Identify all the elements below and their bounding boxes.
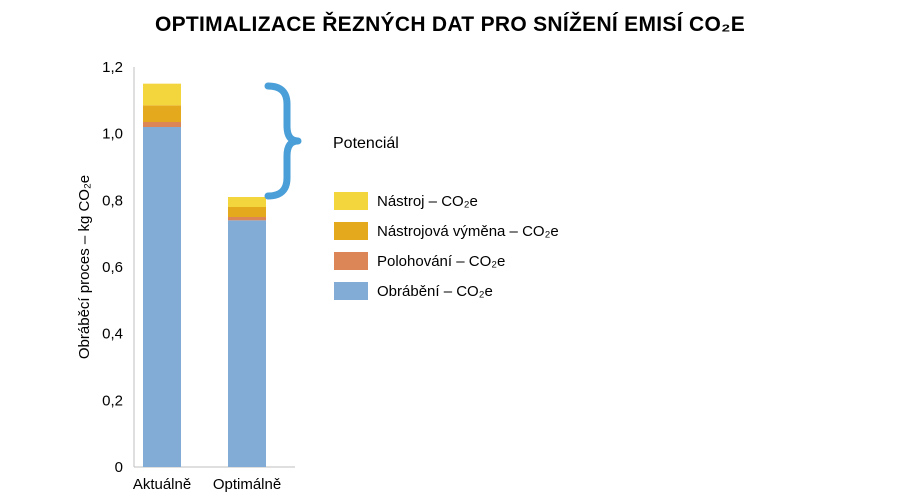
legend-label: Nástroj – CO₂e xyxy=(377,193,478,210)
y-tick-label: 0 xyxy=(115,459,123,476)
legend-label: Nástrojová výměna – CO₂e xyxy=(377,223,559,240)
x-tick-label: Aktuálně xyxy=(133,476,191,493)
potential-label: Potenciál xyxy=(333,135,399,152)
potential-bracket xyxy=(264,82,302,200)
legend: Nástroj – CO₂e Nástrojová výměna – CO₂e Po… xyxy=(334,192,559,300)
legend-swatch xyxy=(334,192,368,210)
bar-segment xyxy=(143,122,181,127)
bar-segment xyxy=(228,220,266,467)
y-tick-label: 1,0 xyxy=(102,126,123,143)
x-axis-ticks: Aktuálně Optimálně xyxy=(133,476,281,493)
bar-segment xyxy=(143,105,181,122)
legend-swatch xyxy=(334,222,368,240)
y-tick-label: 0,2 xyxy=(102,392,123,409)
legend-label: Obrábění – CO₂e xyxy=(377,283,493,300)
bar-stacks xyxy=(143,83,266,467)
bar-segment xyxy=(228,197,266,207)
bar-segment xyxy=(228,217,266,221)
legend-label: Polohování – CO₂e xyxy=(377,253,505,270)
x-tick-label: Optimálně xyxy=(213,476,281,493)
y-tick-label: 0,6 xyxy=(102,259,123,276)
bar-segment xyxy=(143,127,181,467)
y-axis-ticks: 0 0,2 0,4 0,6 0,8 1,0 1,2 xyxy=(102,59,123,476)
bar-segment xyxy=(228,207,266,217)
y-tick-label: 0,4 xyxy=(102,326,123,343)
chart-title: OPTIMALIZACE ŘEZNÝCH DAT PRO SNÍŽENÍ EMI… xyxy=(155,12,745,36)
y-tick-label: 0,8 xyxy=(102,192,123,209)
y-tick-label: 1,2 xyxy=(102,59,123,76)
bar-segment xyxy=(143,83,181,106)
legend-swatch xyxy=(334,252,368,270)
y-axis-label: Obráběcí proces – kg CO₂e xyxy=(76,175,93,359)
legend-swatch xyxy=(334,282,368,300)
